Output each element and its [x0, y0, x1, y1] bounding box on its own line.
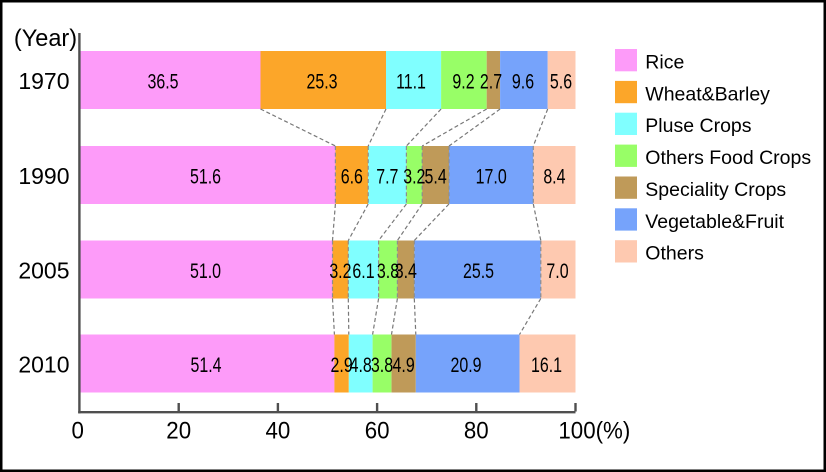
svg-text:25.5: 25.5 [463, 259, 494, 283]
svg-text:6.1: 6.1 [352, 259, 374, 283]
svg-text:40: 40 [265, 417, 290, 444]
svg-text:9.6: 9.6 [512, 69, 534, 93]
svg-text:5.6: 5.6 [550, 69, 572, 93]
svg-text:51.0: 51.0 [190, 259, 221, 283]
svg-text:7.0: 7.0 [546, 259, 568, 283]
svg-text:6.6: 6.6 [341, 164, 363, 188]
svg-text:(Year): (Year) [14, 25, 77, 52]
svg-text:25.3: 25.3 [306, 69, 337, 93]
svg-text:2.7: 2.7 [480, 69, 502, 93]
svg-text:17.0: 17.0 [476, 164, 507, 188]
svg-text:3.4: 3.4 [395, 259, 417, 283]
svg-text:Wheat&Barley: Wheat&Barley [645, 83, 770, 105]
svg-text:1970: 1970 [18, 68, 69, 94]
svg-text:3.2: 3.2 [329, 259, 351, 283]
svg-text:4.9: 4.9 [393, 353, 415, 377]
svg-text:11.1: 11.1 [396, 69, 426, 93]
svg-text:1990: 1990 [18, 163, 69, 189]
svg-text:2005: 2005 [18, 257, 69, 283]
svg-text:Others: Others [645, 243, 704, 265]
svg-text:2010: 2010 [18, 351, 69, 377]
svg-text:51.6: 51.6 [190, 164, 221, 188]
svg-text:36.5: 36.5 [147, 69, 178, 93]
svg-text:3.2: 3.2 [403, 164, 425, 188]
svg-text:Pluse Crops: Pluse Crops [645, 115, 751, 137]
svg-text:Speciality Crops: Speciality Crops [645, 179, 786, 201]
svg-text:80: 80 [464, 417, 489, 444]
svg-text:4.8: 4.8 [350, 353, 372, 377]
svg-text:3.8: 3.8 [377, 259, 399, 283]
svg-text:0: 0 [71, 417, 83, 444]
svg-text:16.1: 16.1 [531, 353, 562, 377]
svg-text:51.4: 51.4 [190, 353, 221, 377]
svg-text:2.9: 2.9 [331, 353, 353, 377]
svg-text:8.4: 8.4 [543, 164, 565, 188]
svg-text:Vegetable&Fruit: Vegetable&Fruit [645, 211, 784, 233]
svg-text:5.4: 5.4 [425, 164, 447, 188]
svg-text:20.9: 20.9 [450, 353, 481, 377]
svg-text:9.2: 9.2 [452, 69, 474, 93]
svg-text:7.7: 7.7 [376, 164, 398, 188]
svg-text:Others Food Crops: Others Food Crops [645, 147, 811, 169]
svg-text:60: 60 [365, 417, 390, 444]
svg-text:3.8: 3.8 [371, 353, 393, 377]
svg-text:Rice: Rice [645, 52, 684, 74]
svg-text:20: 20 [166, 417, 191, 444]
svg-text:100(%): 100(%) [558, 417, 630, 444]
